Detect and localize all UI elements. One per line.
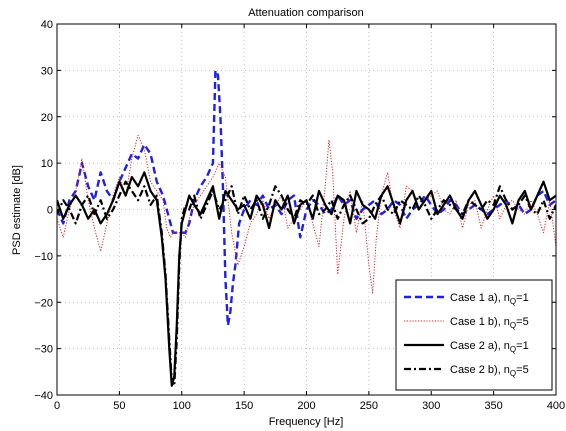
y-tick-label: 40 <box>41 19 53 31</box>
x-tick-label: 200 <box>297 400 315 412</box>
legend-label-suffix: =1 <box>516 340 529 352</box>
x-tick-label: 350 <box>484 400 502 412</box>
x-tick-label: 150 <box>235 400 253 412</box>
y-axis-label: PSD estimate [dB] <box>11 165 23 255</box>
legend-label-suffix: =5 <box>516 364 529 376</box>
legend-label-prefix: Case 1 a), n <box>450 292 510 304</box>
legend-label-subscript: Q <box>510 369 516 378</box>
x-tick-label: 250 <box>360 400 378 412</box>
series-case2a-line <box>57 171 556 387</box>
legend-label-prefix: Case 1 b), n <box>450 316 510 328</box>
legend-label-subscript: Q <box>510 297 516 306</box>
chart-title: Attenuation comparison <box>248 7 364 19</box>
y-tick-label: −10 <box>34 251 53 263</box>
legend-label: Case 1 a), nQ=1 <box>450 292 529 306</box>
y-tick-label: −20 <box>34 297 53 309</box>
legend-label: Case 2 a), nQ=1 <box>450 340 529 354</box>
y-tick-label: 20 <box>41 112 53 124</box>
legend-box <box>395 279 553 391</box>
legend-label-prefix: Case 2 a), n <box>450 340 510 352</box>
y-tick-label: 10 <box>41 158 53 170</box>
legend-label-subscript: Q <box>510 345 516 354</box>
y-tick-label: −40 <box>34 390 53 402</box>
x-tick-label: 100 <box>173 400 191 412</box>
legend-label: Case 1 b), nQ=5 <box>450 316 529 330</box>
y-tick-label: −30 <box>34 344 53 356</box>
x-tick-label: 400 <box>547 400 565 412</box>
legend-label: Case 2 b), nQ=5 <box>450 364 529 378</box>
x-axis-label: Frequency [Hz] <box>269 416 344 428</box>
legend-label-prefix: Case 2 b), n <box>450 364 510 376</box>
series-lines <box>57 69 556 387</box>
legend-label-suffix: =1 <box>516 292 529 304</box>
x-tick-label: 300 <box>422 400 440 412</box>
y-tick-label: 0 <box>47 205 53 217</box>
y-tick-label: 30 <box>41 65 53 77</box>
x-tick-label: 0 <box>54 400 60 412</box>
legend-label-suffix: =5 <box>516 316 529 328</box>
series-case1b-line <box>57 134 556 294</box>
x-tick-label: 50 <box>113 400 125 412</box>
axis-ticks: 0 50 100 150 200 250 300 350 400 −40 −30 −20 −10 0 10 2… <box>34 19 565 412</box>
legend-label-subscript: Q <box>510 321 516 330</box>
